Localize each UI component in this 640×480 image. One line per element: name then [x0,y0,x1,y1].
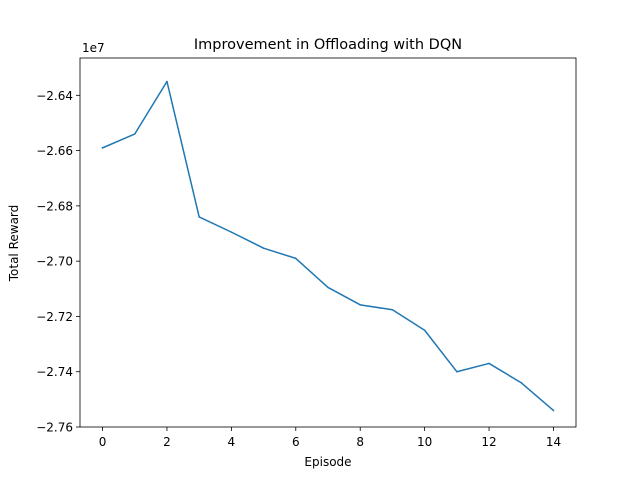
data-point [262,247,265,249]
x-tick-label: 12 [481,435,496,449]
data-point [520,381,523,384]
y-axis-label: Total Reward [7,205,21,283]
y-offset-label: 1e7 [82,41,105,55]
x-tick-label: 10 [417,435,432,449]
x-tick-label: 2 [163,435,171,449]
data-point [198,216,200,218]
data-point [294,257,297,260]
series-line-0 [101,80,555,412]
y-axis-ticks: −2.76 −2.74 −2.72 −2.70 −2.68 −2.66 −2.64 [36,89,80,435]
data-point [391,309,394,311]
plot-area [79,57,577,428]
data-point [101,147,104,149]
y-tick-label: −2.70 [36,255,73,269]
data-point [423,329,426,332]
x-tick-label: 0 [99,435,107,449]
x-tick-label: 6 [292,435,300,449]
data-point [456,370,458,373]
data-point [488,362,490,365]
y-tick-label: −2.74 [36,365,73,379]
y-tick-label: −2.64 [36,89,73,103]
y-tick-label: −2.68 [36,199,73,213]
x-axis-label: Episode [304,455,351,469]
y-tick-label: −2.66 [36,144,73,158]
x-axis-ticks: 0 2 4 6 8 10 12 14 [99,427,561,449]
y-tick-label: −2.76 [36,421,73,435]
x-tick-label: 4 [228,435,236,449]
x-tick-label: 14 [546,435,561,449]
x-tick-label: 8 [356,435,364,449]
data-point [359,304,362,306]
data-point [552,409,555,412]
data-point [166,80,168,83]
data-point [230,231,233,233]
plot-frame [79,57,577,428]
chart-title: Improvement in Offloading with DQN [194,37,462,53]
data-point [327,286,329,289]
y-tick-label: −2.72 [36,310,73,324]
data-point [133,133,136,135]
